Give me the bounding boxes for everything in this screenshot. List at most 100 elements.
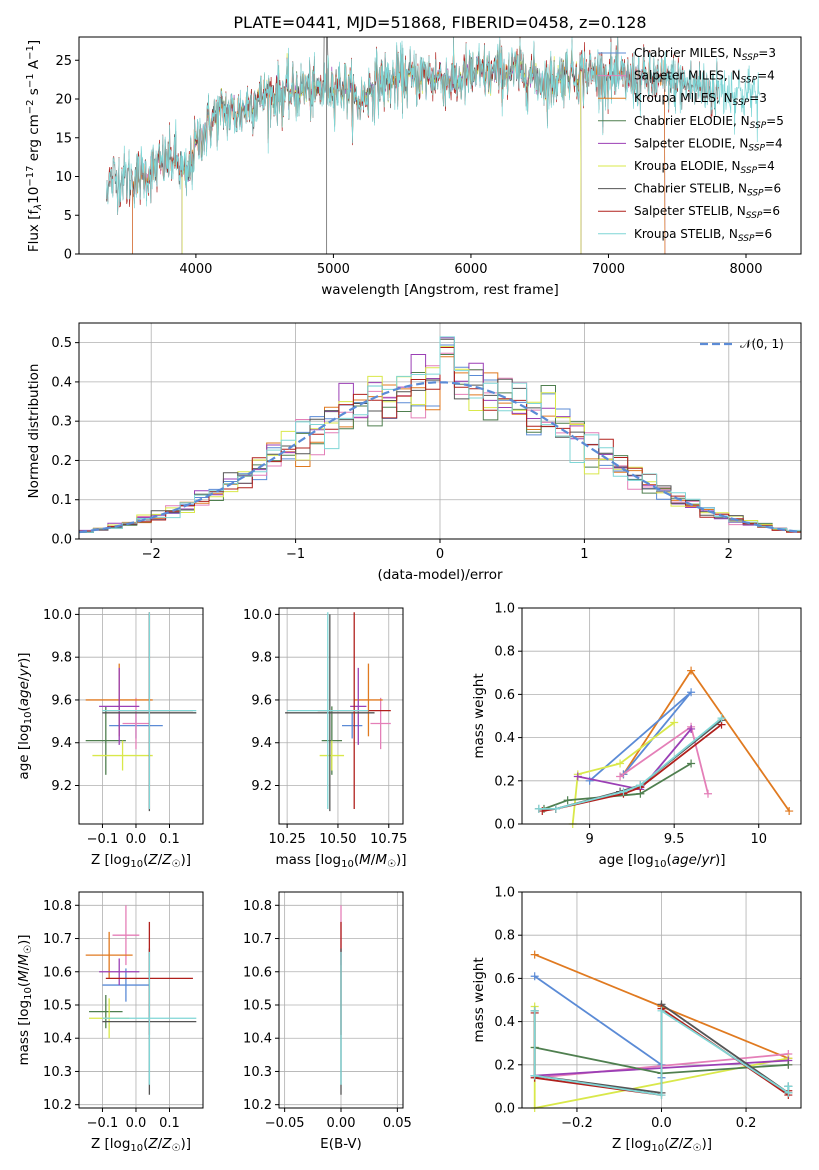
p5-marker-kroupa-miles <box>687 666 696 675</box>
p4-ytick-label: 9.6 <box>251 693 272 708</box>
p3-xtick-label: 0.0 <box>126 832 147 847</box>
p6-xtick-label: 0.1 <box>159 1116 180 1131</box>
p7-ytick-label: 10.7 <box>243 932 272 947</box>
p6-ytick-label: 10.8 <box>43 899 72 914</box>
weight-vs-metallicity-panel: −0.2 0.0 0.2 0.0 0.2 0.4 0.6 0.8 1.0 Z [log10(Z/… <box>471 886 802 1154</box>
p1-ytick-label: 5 <box>64 209 72 224</box>
p3-ytick-label: 9.2 <box>51 779 72 794</box>
p7-ytick-label: 10.2 <box>243 1098 272 1113</box>
p5-marker-kroupa-elodie <box>616 759 625 768</box>
p3-xtick-label: −0.1 <box>87 832 119 847</box>
spectrum-legend-label: Salpeter ELODIE, NSSP=4 <box>634 136 783 153</box>
mass-vs-reddening-xlabel: E(B-V) <box>320 1136 362 1152</box>
p1-xtick-label: 7000 <box>592 262 625 277</box>
p1-ytick-label: 25 <box>55 54 72 69</box>
p7-ytick-label: 10.3 <box>243 1065 272 1080</box>
p5-marker-kroupa-stelib <box>619 787 628 796</box>
p1-xtick-label: 6000 <box>454 262 487 277</box>
p6-xtick-label: 0.0 <box>126 1116 147 1131</box>
p6-ytick-label: 10.2 <box>43 1098 72 1113</box>
p7-xtick-label: −0.05 <box>265 1116 305 1131</box>
p8-ytick-label: 0.6 <box>494 972 515 987</box>
p4-ytick-label: 9.2 <box>251 779 272 794</box>
p2-ytick-label: 0.4 <box>51 375 72 390</box>
normal-legend-label: 𝒩(0, 1) <box>740 337 784 351</box>
p2-ytick-label: 0.0 <box>51 533 72 548</box>
p5-ytick-label: 0.6 <box>494 688 515 703</box>
p5-xtick-label: 10 <box>750 832 767 847</box>
p8-ytick-label: 1.0 <box>494 886 515 901</box>
mass-vs-metallicity-panel: −0.1 0.0 0.1 10.2 10.3 10.4 10.5 10.6 10.7 10.8 Z… <box>16 891 204 1154</box>
p8-marker-kroupa-miles <box>530 950 539 959</box>
spectrum-panel: PLATE=0441, MJD=51868, FIBERID=0458, z=0… <box>25 13 802 298</box>
p8-marker-kroupa-stelib <box>530 1006 539 1015</box>
p7-ytick-label: 10.4 <box>243 1032 272 1047</box>
p7-xtick-label: 0.05 <box>383 1116 412 1131</box>
residuals-panel: −2 −1 0 1 2 0.0 0.1 0.2 0.3 0.4 0.5 (data-model)/e… <box>26 322 802 583</box>
p5-marker-kroupa-stelib <box>717 714 726 723</box>
p8-ytick-label: 0.2 <box>494 1058 515 1073</box>
p8-ytick-label: 0.8 <box>494 929 515 944</box>
weight-vs-age-frame <box>521 607 802 825</box>
p6-ytick-label: 10.3 <box>43 1065 72 1080</box>
p2-ytick-label: 0.5 <box>51 336 72 351</box>
p8-xtick-label: 0.0 <box>651 1116 672 1131</box>
p5-marker-chabrier-miles <box>687 688 696 697</box>
age-vs-metallicity-frame <box>78 607 204 825</box>
p5-marker-chabrier-elodie <box>563 796 572 805</box>
p5-xtick-label: 9.5 <box>664 832 685 847</box>
p8-ytick-label: 0.4 <box>494 1015 515 1030</box>
age-vs-metallicity-ylabel: age [log10(age/yr)] <box>16 652 34 779</box>
mass-vs-metallicity-frame <box>78 891 204 1109</box>
mass-vs-reddening-panel: −0.05 0.00 0.05 10.2 10.3 10.4 10.5 10.6 10.7 10.… <box>243 891 412 1152</box>
spectrum-ylabel: Flux [fλ10−17 erg cm−2 s−1 A−1] <box>25 40 44 252</box>
p3-ytick-label: 10.0 <box>43 608 72 623</box>
age-vs-mass-frame <box>278 607 404 825</box>
p2-ytick-label: 0.3 <box>51 415 72 430</box>
p2-xtick-label: 1 <box>580 547 588 562</box>
weight-vs-age-panel: 9 9.5 10 0.0 0.2 0.4 0.6 0.8 1.0 age [log10(age/… <box>471 602 802 870</box>
p7-ytick-label: 10.8 <box>243 899 272 914</box>
p1-xtick-label: 8000 <box>729 262 762 277</box>
p5-xtick-label: 9 <box>585 832 593 847</box>
p8-marker-kroupa-stelib <box>657 1091 666 1100</box>
p1-ytick-label: 10 <box>55 170 72 185</box>
p4-xtick-label: 10.50 <box>319 832 356 847</box>
p5-marker-salpeter-miles <box>704 789 712 798</box>
spectrum-legend-label: Chabrier STELIB, NSSP=6 <box>634 182 781 199</box>
p8-marker-chabrier-miles <box>530 972 539 981</box>
weight-vs-metallicity-xlabel: Z [log10(Z/Z☉)] <box>612 1136 712 1154</box>
residuals-xlabel: (data-model)/error <box>377 567 503 583</box>
p5-marker-chabrier-elodie <box>687 759 696 768</box>
spectrum-legend-label: Kroupa MILES, NSSP=3 <box>634 91 767 108</box>
p8-xtick-label: −0.2 <box>561 1116 593 1131</box>
p8-marker-kroupa-stelib <box>657 1006 666 1015</box>
p5-ytick-label: 1.0 <box>494 602 515 617</box>
p5-marker-kroupa-stelib <box>636 781 645 790</box>
p7-xtick-label: 0.00 <box>327 1116 356 1131</box>
p4-ytick-label: 9.8 <box>251 651 272 666</box>
p6-xtick-label: −0.1 <box>87 1116 119 1131</box>
spectrum-legend-label: Chabrier ELODIE, NSSP=5 <box>634 114 784 131</box>
spectrum-line-kroupa-stelib <box>106 36 761 215</box>
p7-ytick-label: 10.6 <box>243 965 272 980</box>
spectrum-legend-label: Salpeter STELIB, NSSP=6 <box>634 204 780 221</box>
spectrum-legend-label: Kroupa STELIB, NSSP=6 <box>634 227 772 244</box>
p8-xtick-label: 0.2 <box>736 1116 757 1131</box>
p5-marker-kroupa-stelib <box>551 804 560 813</box>
p5-marker-salpeter-elodie <box>687 724 696 733</box>
spectrum-legend-label: Salpeter MILES, NSSP=4 <box>634 69 775 86</box>
spectrum-legend: Chabrier MILES, NSSP=3 Salpeter MILES, NS… <box>598 46 784 244</box>
spectrum-legend-label: Kroupa ELODIE, NSSP=4 <box>634 159 775 176</box>
p2-ytick-label: 0.2 <box>51 454 72 469</box>
p1-ytick-label: 15 <box>55 131 72 146</box>
p5-ytick-label: 0.2 <box>494 774 515 789</box>
spectrum-title: PLATE=0441, MJD=51868, FIBERID=0458, z=0… <box>233 13 646 32</box>
residuals-ylabel: Normed distribution <box>26 364 42 499</box>
p8-marker-kroupa-stelib <box>784 1082 793 1091</box>
p3-xtick-label: 0.1 <box>159 832 180 847</box>
spectrum-legend-label: Chabrier MILES, NSSP=3 <box>634 46 776 63</box>
weight-vs-metallicity-ylabel: mass weight <box>471 957 487 1042</box>
p4-xtick-label: 10.25 <box>269 832 306 847</box>
